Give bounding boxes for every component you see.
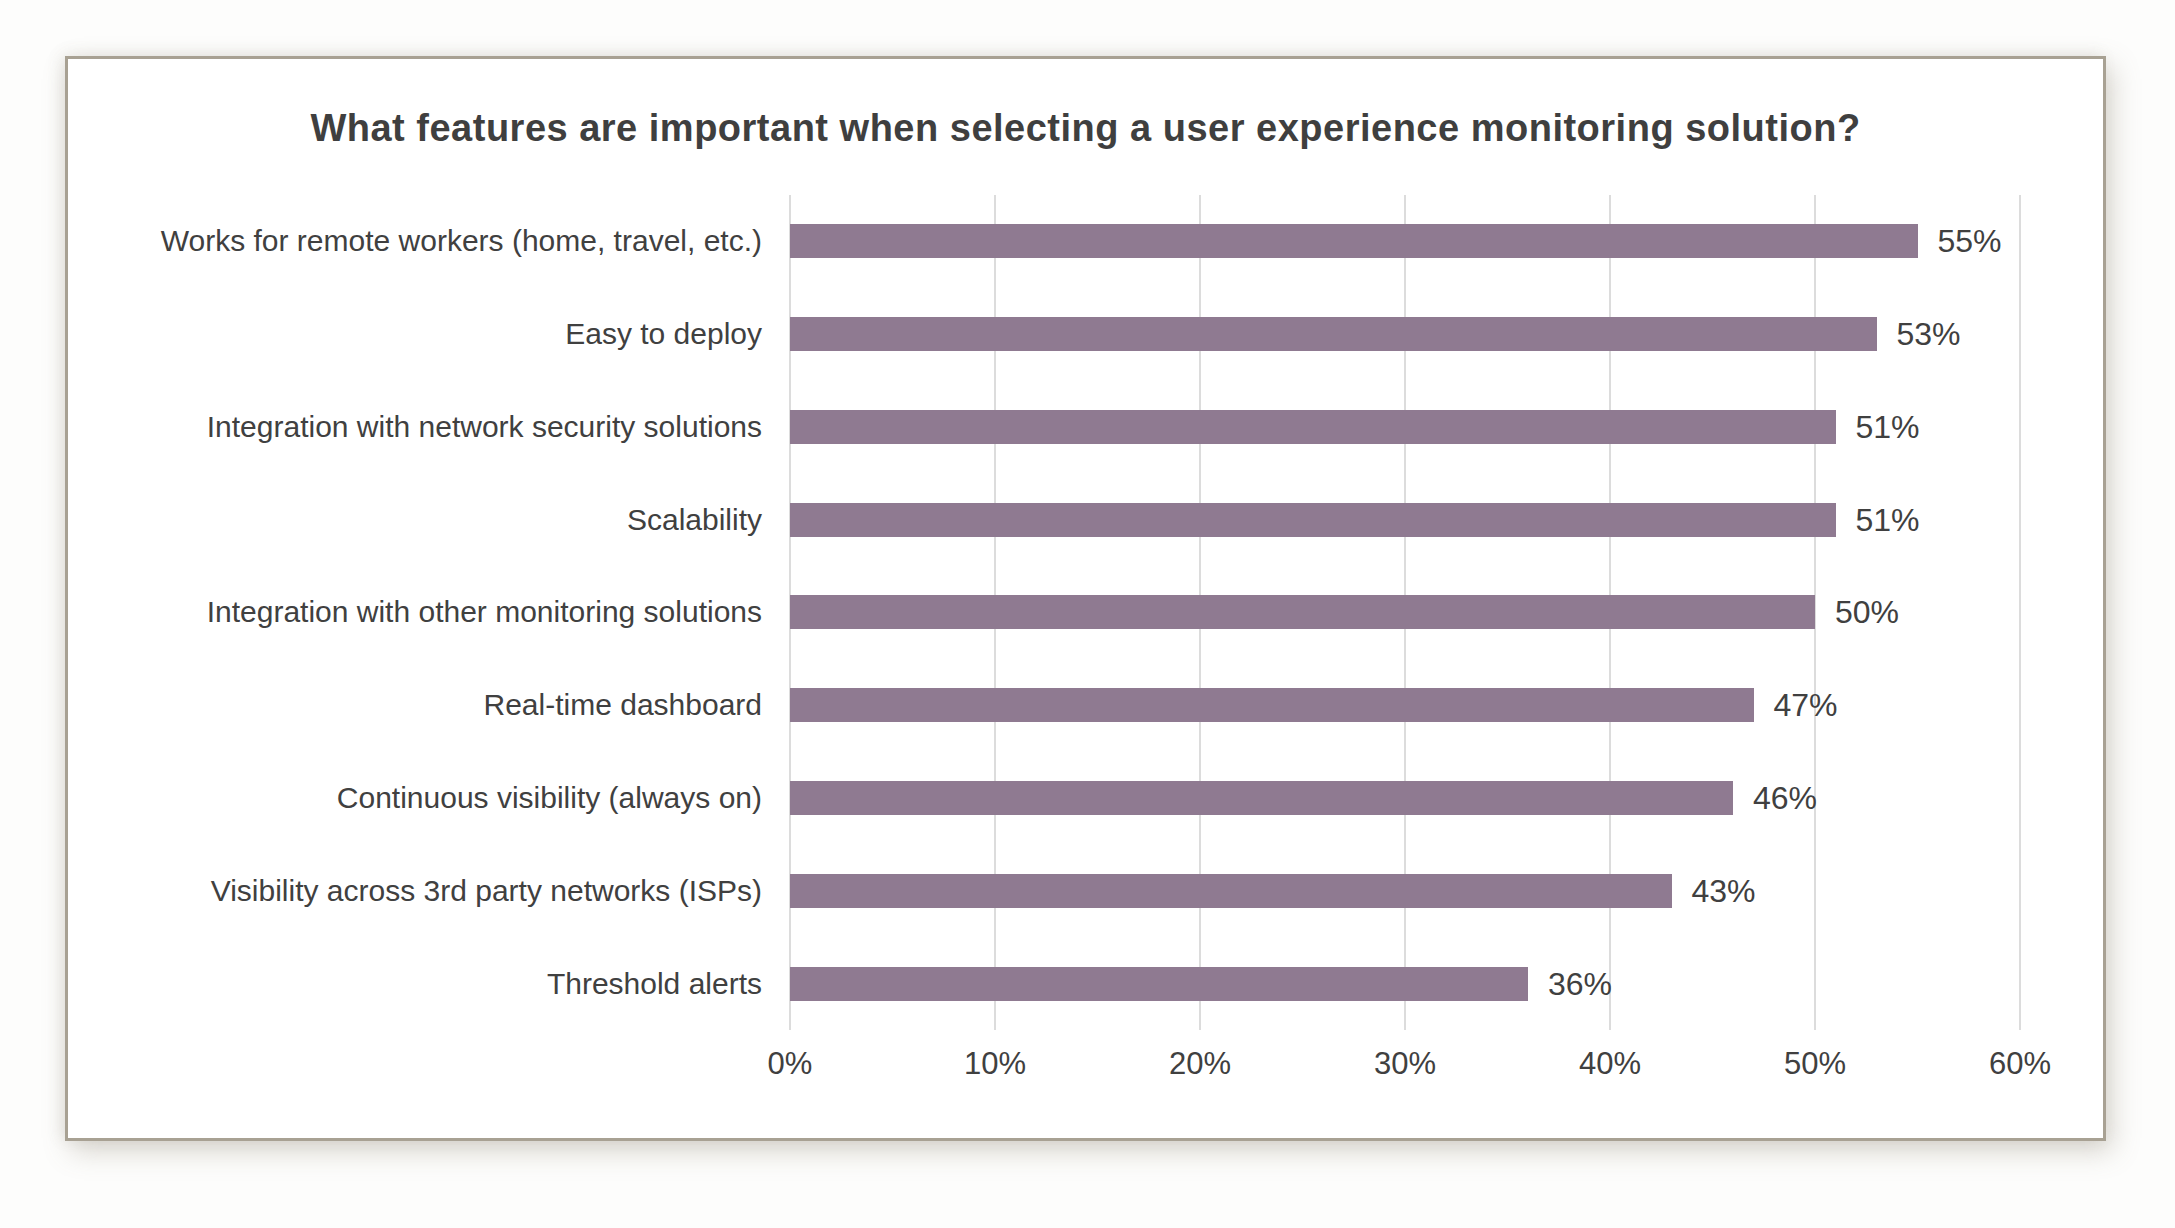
bar	[790, 503, 1836, 537]
value-label: 53%	[1897, 316, 1961, 353]
bar	[790, 410, 1836, 444]
category-label: Integration with network security soluti…	[142, 410, 762, 444]
value-label: 46%	[1753, 780, 1817, 817]
value-label: 50%	[1835, 594, 1899, 631]
bar-row: Visibility across 3rd party networks (IS…	[790, 844, 2020, 937]
value-label: 43%	[1692, 872, 1756, 909]
bar-row: Integration with network security soluti…	[790, 381, 2020, 474]
bar-row: Continuous visibility (always on) 46%	[790, 752, 2020, 845]
bar	[790, 224, 1918, 258]
category-label: Visibility across 3rd party networks (IS…	[142, 874, 762, 908]
bar-row: Easy to deploy 53%	[790, 288, 2020, 381]
value-label: 51%	[1856, 408, 1920, 445]
bar-row: Threshold alerts 36%	[790, 937, 2020, 1030]
category-label: Threshold alerts	[142, 967, 762, 1001]
bar	[790, 595, 1815, 629]
bar	[790, 317, 1877, 351]
category-label: Works for remote workers (home, travel, …	[142, 224, 762, 258]
x-axis-tick-label: 50%	[1784, 1046, 1846, 1082]
value-label: 55%	[1938, 223, 2002, 260]
bar-row: Real-time dashboard 47%	[790, 659, 2020, 752]
category-label: Real-time dashboard	[142, 688, 762, 722]
bar	[790, 967, 1528, 1001]
value-label: 51%	[1856, 501, 1920, 538]
bar	[790, 688, 1754, 722]
x-axis-tick-label: 60%	[1989, 1046, 2051, 1082]
category-label: Scalability	[142, 503, 762, 537]
bar-row: Integration with other monitoring soluti…	[790, 566, 2020, 659]
category-label: Easy to deploy	[142, 317, 762, 351]
category-label: Continuous visibility (always on)	[142, 781, 762, 815]
bar	[790, 781, 1733, 815]
x-axis-tick-label: 10%	[964, 1046, 1026, 1082]
bar-row: Scalability 51%	[790, 473, 2020, 566]
value-label: 47%	[1774, 687, 1838, 724]
x-axis-tick-label: 30%	[1374, 1046, 1436, 1082]
x-axis-tick-label: 40%	[1579, 1046, 1641, 1082]
plot-area: Works for remote workers (home, travel, …	[790, 195, 2020, 1030]
bar	[790, 874, 1672, 908]
bar-row: Works for remote workers (home, travel, …	[790, 195, 2020, 288]
page-background: What features are important when selecti…	[0, 0, 2175, 1228]
x-axis-tick-label: 0%	[768, 1046, 813, 1082]
value-label: 36%	[1548, 965, 1612, 1002]
x-axis-tick-label: 20%	[1169, 1046, 1231, 1082]
category-label: Integration with other monitoring soluti…	[142, 595, 762, 629]
chart-title: What features are important when selecti…	[68, 107, 2103, 150]
chart-frame: What features are important when selecti…	[65, 56, 2106, 1141]
